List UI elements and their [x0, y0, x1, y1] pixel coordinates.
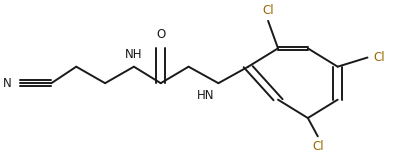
Text: Cl: Cl [262, 4, 274, 17]
Text: O: O [156, 28, 165, 41]
Text: N: N [3, 77, 12, 90]
Text: Cl: Cl [312, 140, 324, 153]
Text: Cl: Cl [373, 51, 385, 64]
Text: NH: NH [125, 48, 142, 61]
Text: HN: HN [197, 89, 215, 102]
